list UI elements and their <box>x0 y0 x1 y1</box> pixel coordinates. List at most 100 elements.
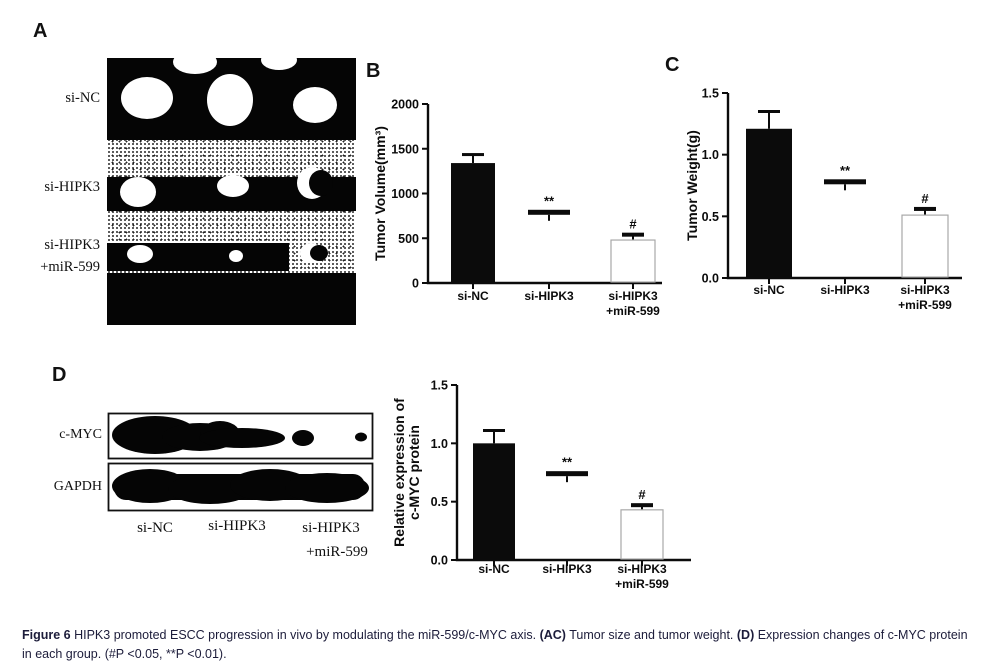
error-bar-cap <box>622 232 644 237</box>
error-bar-whisker <box>548 214 550 221</box>
bar-open <box>610 239 656 283</box>
blot-lane-label-sinc: si-NC <box>137 520 173 536</box>
error-bar-cap <box>462 153 484 157</box>
photo-black-band-bottom <box>107 273 356 325</box>
y-tick-label: 0.5 <box>431 495 448 509</box>
y-tick-label: 1.0 <box>702 148 719 162</box>
significance-marker: ** <box>562 455 573 470</box>
bar-open <box>620 509 664 560</box>
tumor-spot-sihipk3-2 <box>217 175 249 197</box>
gapdh-bands <box>112 469 369 504</box>
cmyc-band-mir599 <box>292 430 314 446</box>
gapdh-band <box>285 473 369 503</box>
chart-svg-b: 0 500 1000 1500 2000 si-NC ** si-HIPK3 # si-HIPK3… <box>372 98 662 318</box>
chart-tumor-volume: 0 500 1000 1500 2000 si-NC ** si-HIPK3 # si-HIPK3… <box>363 88 675 338</box>
category-label: si-NC <box>457 289 489 303</box>
gapdh-band <box>112 469 188 503</box>
tumor-spot-sihipk3-1 <box>120 177 156 207</box>
tumor-spot-cut <box>309 170 333 196</box>
bar-filled <box>451 163 495 283</box>
category-label: +miR-599 <box>898 298 952 312</box>
tumor-spot-sinc-1 <box>121 77 173 119</box>
panel-a-letter: A <box>33 20 48 42</box>
chart-svg-d: 0.00.51.01.5si-NC**si-HIPK3#si-HIPK3+miR… <box>391 379 691 591</box>
error-bar-cap <box>758 110 780 113</box>
category-label: si-HIPK3 <box>542 562 592 576</box>
photo-top-notch <box>261 58 297 70</box>
photo-top-notch <box>173 58 217 74</box>
panel-a-row-label-mir599: +miR-599 <box>40 259 100 275</box>
western-blot <box>107 412 374 512</box>
y-tick-label: 0 <box>412 277 419 291</box>
chart-svg-c: 0.00.51.01.5si-NC**si-HIPK3#si-HIPK3+miR… <box>684 87 962 312</box>
panel-a-row-label-sinc: si-NC <box>65 90 100 106</box>
tumor-spots-overlay <box>120 58 337 263</box>
tumor-spot-sinc-2 <box>207 74 253 126</box>
y-tick-label: 500 <box>398 232 419 246</box>
category-label: si-HIPK3 <box>900 283 950 297</box>
error-bar-cap <box>914 206 936 211</box>
xenograft-tumors-photo <box>107 58 356 325</box>
cmyc-bands <box>112 416 367 454</box>
bar-filled <box>746 128 792 278</box>
significance-marker: # <box>921 191 929 206</box>
chart-cmyc-expression: 0.0 0.5 1.0 1.5 si-NC ** si-HIPK3 # si-HIPK3 +miR… <box>391 372 700 612</box>
caption-segment: HIPK3 promoted ESCC progression in vivo … <box>70 627 540 642</box>
panel-d-letter: D <box>52 364 67 386</box>
y-tick-label: 1.0 <box>431 437 448 451</box>
y-tick-label: 0.0 <box>431 554 448 568</box>
tumor-spot-mir599-1 <box>127 245 153 263</box>
blot-lane-label-sihipk3-2: si-HIPK3 <box>302 520 360 536</box>
caption-segment: Expression changes of c-MYC protein in e… <box>22 627 968 661</box>
caption-segment: Figure 6 <box>22 627 71 642</box>
category-label: +miR-599 <box>615 577 669 591</box>
y-axis-label: Relative expression of <box>392 398 407 547</box>
y-tick-label: 1000 <box>391 187 419 201</box>
significance-marker: # <box>638 487 646 502</box>
figure-caption: Figure 6 HIPK3 promoted ESCC progression… <box>22 626 974 662</box>
y-axis-label: Tumor Volume(mm³) <box>372 126 388 261</box>
y-tick-label: 1.5 <box>702 87 719 101</box>
blot-lane-label-sihipk3: si-HIPK3 <box>208 518 266 534</box>
panel-b-letter: B <box>366 60 381 82</box>
category-label: si-NC <box>753 283 785 297</box>
y-tick-label: 1500 <box>391 142 419 156</box>
y-axis-label: c-MYC protein <box>406 425 422 520</box>
y-tick-label: 0.0 <box>702 272 719 286</box>
cmyc-band-sihipk3 <box>199 428 285 448</box>
significance-marker: # <box>629 217 637 232</box>
y-tick-label: 2000 <box>391 98 419 112</box>
blot-lane-label-mir599: +miR-599 <box>306 544 368 560</box>
caption-segment: Tumor size and tumor weight. <box>565 627 737 642</box>
mean-line <box>824 179 866 185</box>
panel-a-row-label-sihipk3: si-HIPK3 <box>44 179 100 195</box>
significance-marker: ** <box>840 163 851 178</box>
chart-tumor-weight: 0.0 0.5 1.0 1.5 si-NC ** si-HIPK3 # si-HIPK3 +miR… <box>676 78 988 328</box>
category-label: si-HIPK3 <box>608 289 658 303</box>
bar-filled <box>473 443 515 560</box>
category-label: si-HIPK3 <box>617 562 667 576</box>
cmyc-band-dot <box>355 432 367 442</box>
category-label: +miR-599 <box>606 304 660 318</box>
tumor-spot-sinc-3 <box>293 87 337 123</box>
panel-c-letter: C <box>665 54 680 76</box>
significance-marker: ** <box>544 193 555 208</box>
y-tick-label: 0.5 <box>702 210 719 224</box>
blot-label-cmyc: c-MYC <box>59 427 102 442</box>
mean-line <box>546 471 588 477</box>
y-axis-label: Tumor Weight(g) <box>684 130 700 241</box>
category-label: si-HIPK3 <box>524 289 574 303</box>
y-tick-label: 1.5 <box>431 379 448 393</box>
caption-segment: (AC) <box>539 627 566 642</box>
error-bar-cap <box>631 503 653 508</box>
error-bar-whisker <box>566 476 568 483</box>
bar-open <box>901 214 949 278</box>
category-label: si-NC <box>478 562 510 576</box>
tumor-spot-cut <box>310 245 328 261</box>
error-bar-cap <box>483 429 505 432</box>
mean-line <box>528 209 570 215</box>
tumor-spot-mir599-2 <box>229 250 243 262</box>
category-label: si-HIPK3 <box>820 283 870 297</box>
panel-a-row-label-sihipk3-2: si-HIPK3 <box>44 237 100 253</box>
